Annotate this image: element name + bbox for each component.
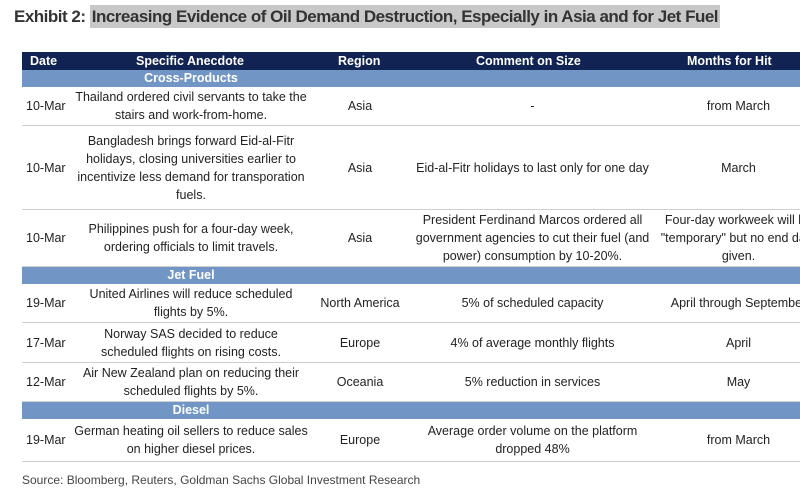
table-row: 17-Mar Norway SAS decided to reduce sched… xyxy=(22,322,800,363)
region-cell: North America xyxy=(310,284,410,323)
anecdote-cell: Bangladesh brings forward Eid-al-Fitr ho… xyxy=(72,125,310,210)
date-cell: 12-Mar xyxy=(22,362,72,402)
exhibit-label: Exhibit 2: xyxy=(14,7,90,26)
months-cell: March xyxy=(655,125,800,210)
anecdote-cell: Thailand ordered civil servants to take … xyxy=(72,87,310,126)
comment-cell: President Ferdinand Marcos ordered all g… xyxy=(410,209,655,267)
header-row: Date Specific Anecdote Region Comment on… xyxy=(22,52,800,70)
table-row: 19-Mar German heating oil sellers to redu… xyxy=(22,419,800,462)
section-row: Diesel xyxy=(22,401,800,419)
months-cell: May xyxy=(655,362,800,402)
col-months: Months for Hit xyxy=(655,52,800,70)
months-cell: April through September xyxy=(655,284,800,323)
comment-cell: 5% of scheduled capacity xyxy=(410,284,655,323)
region-cell: Europe xyxy=(310,419,410,462)
date-cell: 10-Mar xyxy=(22,125,72,210)
section-row: Cross-Products xyxy=(22,70,800,87)
months-cell: from March xyxy=(655,87,800,126)
exhibit-title: Exhibit 2: Increasing Evidence of Oil De… xyxy=(14,5,721,28)
section-label: Diesel xyxy=(72,401,310,419)
col-date: Date xyxy=(22,52,72,70)
comment-cell: Average order volume on the platform dro… xyxy=(410,419,655,462)
section-label: Jet Fuel xyxy=(72,266,310,284)
comment-cell: 5% reduction in services xyxy=(410,362,655,402)
date-cell: 19-Mar xyxy=(22,419,72,462)
region-cell: Europe xyxy=(310,322,410,363)
source-note: Source: Bloomberg, Reuters, Goldman Sach… xyxy=(22,473,421,487)
date-cell: 17-Mar xyxy=(22,322,72,363)
anecdote-cell: German heating oil sellers to reduce sal… xyxy=(72,419,310,462)
anecdote-table: Date Specific Anecdote Region Comment on… xyxy=(22,52,800,462)
region-cell: Asia xyxy=(310,209,410,267)
anecdote-cell: Air New Zealand plan on reducing their s… xyxy=(72,362,310,402)
region-cell: Asia xyxy=(310,125,410,210)
months-cell: Four-day workweek will be "temporary" bu… xyxy=(655,209,800,267)
table-row: 19-Mar United Airlines will reduce schedu… xyxy=(22,284,800,323)
comment-cell: 4% of average monthly flights xyxy=(410,322,655,363)
months-cell: from March xyxy=(655,419,800,462)
date-cell: 10-Mar xyxy=(22,87,72,126)
comment-cell: Eid-al-Fitr holidays to last only for on… xyxy=(410,125,655,210)
months-cell: April xyxy=(655,322,800,363)
col-region: Region xyxy=(310,52,410,70)
anecdote-cell: Norway SAS decided to reduce scheduled f… xyxy=(72,322,310,363)
table-row: 10-Mar Philippines push for a four-day we… xyxy=(22,209,800,267)
region-cell: Asia xyxy=(310,87,410,126)
date-cell: 19-Mar xyxy=(22,284,72,323)
table-row: 10-Mar Bangladesh brings forward Eid-al-F… xyxy=(22,125,800,210)
comment-cell: - xyxy=(410,87,655,126)
section-row: Jet Fuel xyxy=(22,266,800,284)
section-label: Cross-Products xyxy=(72,70,310,87)
anecdote-cell: Philippines push for a four-day week, or… xyxy=(72,209,310,267)
table-row: 12-Mar Air New Zealand plan on reducing t… xyxy=(22,362,800,402)
col-anecdote: Specific Anecdote xyxy=(72,52,310,70)
region-cell: Oceania xyxy=(310,362,410,402)
exhibit-heading: Increasing Evidence of Oil Demand Destru… xyxy=(89,5,721,28)
anecdote-cell: United Airlines will reduce scheduled fl… xyxy=(72,284,310,323)
col-comment: Comment on Size xyxy=(410,52,655,70)
date-cell: 10-Mar xyxy=(22,209,72,267)
table-row: 10-Mar Thailand ordered civil servants to… xyxy=(22,87,800,126)
